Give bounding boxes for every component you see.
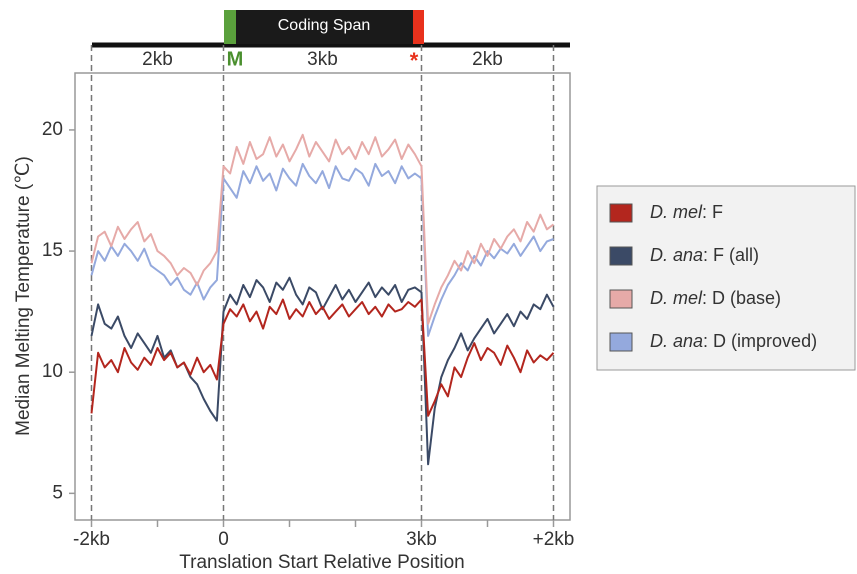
legend-swatch (609, 246, 633, 266)
y-tick-label: 20 (42, 119, 63, 140)
legend-label: D. mel: D (base) (650, 288, 781, 308)
stop-box (413, 10, 424, 44)
x-tick-label: -2kb (73, 529, 110, 550)
plot-frame (74, 72, 571, 521)
data-line (90, 133, 555, 325)
legend-swatch (609, 203, 633, 223)
legend-label: D. ana: F (all) (650, 245, 759, 265)
data-line (90, 276, 555, 466)
start-marker: M (227, 48, 244, 70)
legend-box (596, 185, 856, 371)
legend-label: D. mel: F (650, 202, 723, 222)
region-label: 2kb (142, 49, 173, 70)
coding-box (236, 10, 413, 44)
x-axis-label: Translation Start Relative Position (179, 552, 464, 573)
legend-swatch (609, 332, 633, 352)
region-label: 3kb (307, 49, 338, 70)
x-tick-label: 0 (218, 529, 229, 550)
y-tick-label: 5 (52, 482, 63, 503)
data-line (90, 298, 555, 417)
legend-label: D. ana: D (improved) (650, 331, 817, 351)
legend-swatch (609, 289, 633, 309)
region-label: 2kb (472, 49, 503, 70)
y-axis-label: Median Melting Temperature (℃) (13, 156, 34, 436)
y-tick-label: 10 (42, 361, 63, 382)
x-tick-label: 3kb (406, 529, 437, 550)
stop-marker: * (410, 48, 419, 73)
start-box (224, 10, 236, 44)
x-tick-label: +2kb (533, 529, 575, 550)
y-tick-label: 15 (42, 240, 63, 261)
coding-label: Coding Span (278, 17, 371, 34)
